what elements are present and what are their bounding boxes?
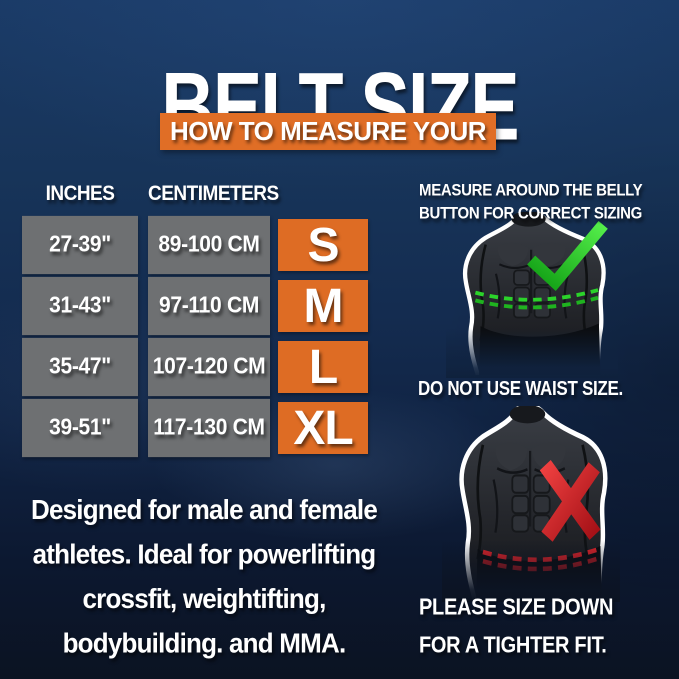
section-banner: HOW TO MEASURE YOUR [160, 113, 496, 150]
size-cell: L [278, 341, 368, 394]
ab-muscles [511, 474, 551, 533]
banner-label: HOW TO MEASURE YOUR [169, 116, 487, 146]
inches-cell: 27-39" [22, 215, 138, 275]
size-table-headers: INCHES CENTIMETERS [22, 182, 280, 206]
description-line: athletes. Ideal for powerlifting [32, 537, 377, 570]
measure-instruction-line2: BUTTON FOR CORRECT SIZING [419, 203, 643, 223]
torso-correct-figure [446, 212, 618, 376]
description-line: crossfit, weightifting, [82, 582, 326, 615]
col-header-centimeters: CENTIMETERS [148, 182, 279, 206]
size-cell: XL [278, 402, 368, 455]
size-down-note: PLEASE SIZE DOWN FOR A TIGHTER FIT. [419, 589, 613, 665]
centimeters-cell: 97-110 CM [148, 276, 270, 336]
pec-right [532, 242, 566, 267]
neck-shadow [509, 406, 546, 424]
torso-incorrect-svg [459, 406, 608, 600]
centimeters-cell: 107-120 CM [148, 337, 270, 397]
size-cell: S [278, 219, 368, 272]
torso-incorrect-figure [442, 406, 620, 600]
size-table: 27-39" 89-100 CM S 31-43" 97-110 CM M 35… [22, 215, 368, 458]
torso-correct-svg [462, 212, 608, 376]
inches-cell: 35-47" [22, 337, 138, 397]
pec-left [495, 442, 528, 471]
inches-cell: 31-43" [22, 276, 138, 336]
description-line: bodybuilding. and MMA. [62, 626, 347, 659]
pec-right [531, 442, 566, 471]
centimeters-cell: 89-100 CM [148, 215, 270, 275]
size-down-line1: PLEASE SIZE DOWN [419, 594, 614, 621]
size-down-line2: FOR A TIGHTER FIT. [419, 632, 607, 658]
measure-instruction: MEASURE AROUND THE BELLY BUTTON FOR CORR… [419, 180, 643, 225]
description-line: Designed for male and female [30, 493, 378, 526]
measure-instruction-line1: MEASURE AROUND THE BELLY [419, 181, 643, 200]
pec-left [497, 242, 529, 267]
neck-shadow [511, 212, 546, 227]
table-row: 27-39" 89-100 CM S [22, 215, 368, 275]
col-header-inches: INCHES [45, 182, 115, 206]
table-row: 39-51" 117-130 CM XL [22, 398, 368, 458]
inches-cell: 39-51" [22, 398, 138, 458]
product-description: Designed for male and female athletes. I… [6, 487, 402, 665]
x-mark-icon [539, 460, 601, 542]
green-dashed-measure-line [474, 288, 599, 302]
checkmark-icon [527, 221, 608, 292]
waist-warning-text: DO NOT USE WAIST SIZE. [418, 377, 623, 400]
centimeters-cell: 117-130 CM [148, 398, 270, 458]
table-row: 35-47" 107-120 CM L [22, 337, 368, 397]
green-dashed-measure-line [474, 295, 599, 310]
size-cell: M [278, 280, 368, 333]
table-row: 31-43" 97-110 CM M [22, 276, 368, 336]
